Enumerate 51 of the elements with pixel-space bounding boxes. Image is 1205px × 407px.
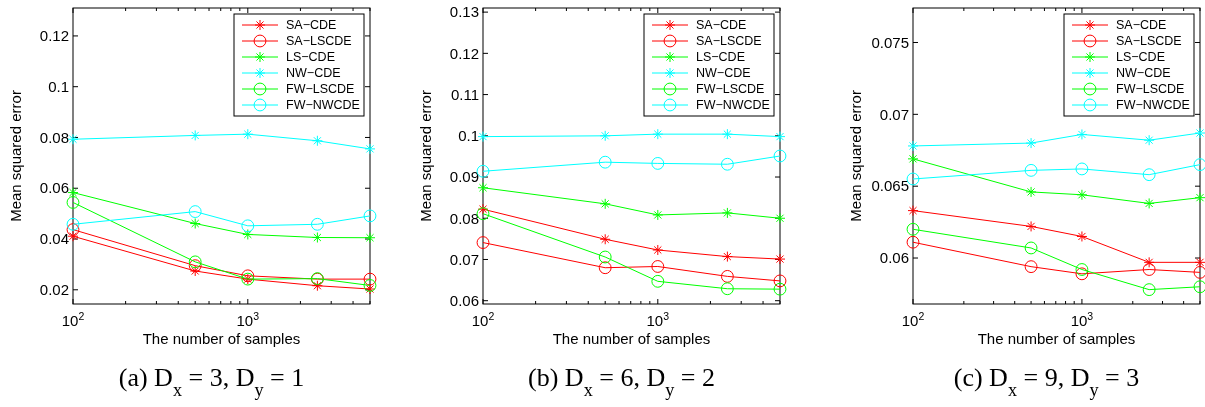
- y-tick-label: 0.12: [449, 44, 479, 62]
- y-tick-label: 0.11: [450, 85, 479, 103]
- y-tick-label: 0.04: [39, 230, 69, 248]
- y-axis-title: Mean squared error: [7, 90, 24, 222]
- legend-label: LS−CDE: [286, 50, 335, 65]
- text: (a) D$_{x}$ = 3, D$_{y}$ = 1: [118, 363, 305, 400]
- x-tick-label: 10$^{3}$: [1070, 310, 1094, 329]
- legend-label: SA−LSCDE: [696, 34, 762, 49]
- y-tick-label: 0.1: [48, 77, 69, 95]
- y-tick-label: 0.07: [879, 105, 909, 123]
- legend-label: SA−LSCDE: [286, 34, 352, 49]
- legend-label: FW−NWCDE: [696, 98, 770, 113]
- x-axis-title: The number of samples: [977, 330, 1136, 347]
- y-tick-label: 0.08: [39, 128, 69, 146]
- x-tick-label: 10$^{2}$: [901, 310, 925, 329]
- text: (c) D$_{x}$ = 9, D$_{y}$ = 3: [953, 363, 1140, 400]
- y-tick-label: 0.08: [449, 209, 479, 227]
- x-axis-title: The number of samples: [142, 330, 301, 347]
- y-axis-title: Mean squared error: [847, 90, 864, 222]
- legend-label: FW−LSCDE: [1116, 82, 1185, 97]
- y-tick-label: 0.075: [871, 33, 909, 51]
- x-tick-label: 10$^{3}$: [236, 310, 260, 329]
- legend-label: FW−LSCDE: [696, 82, 765, 97]
- text: (b) D$_{x}$ = 6, D$_{y}$ = 2: [528, 363, 715, 400]
- legend-label: NW−CDE: [286, 66, 341, 81]
- y-tick-label: 0.02: [39, 281, 69, 299]
- y-tick-label: 0.13: [449, 3, 479, 21]
- legend-label: FW−LSCDE: [286, 82, 355, 97]
- legend-label: NW−CDE: [696, 66, 751, 81]
- legend-label: SA−CDE: [696, 18, 747, 33]
- legend-label: FW−NWCDE: [286, 98, 360, 113]
- x-tick-label: 10$^{3}$: [646, 310, 670, 329]
- legend-label: SA−LSCDE: [1116, 34, 1182, 49]
- y-tick-label: 0.07: [449, 250, 479, 268]
- x-axis-title: The number of samples: [552, 330, 711, 347]
- y-tick-label: 0.06: [449, 291, 479, 309]
- y-tick-label: 0.06: [879, 249, 909, 267]
- legend-label: SA−CDE: [286, 18, 337, 33]
- y-tick-label: 0.12: [39, 27, 69, 45]
- legend-label: SA−CDE: [1116, 18, 1167, 33]
- x-tick-label: 10$^{2}$: [61, 310, 85, 329]
- y-axis-title: Mean squared error: [417, 90, 434, 222]
- y-tick-label: 0.065: [871, 177, 909, 195]
- y-tick-label: 0.06: [39, 179, 69, 197]
- legend-label: NW−CDE: [1116, 66, 1171, 81]
- y-tick-label: 0.09: [449, 168, 479, 186]
- x-tick-label: 10$^{2}$: [471, 310, 495, 329]
- legend-label: FW−NWCDE: [1116, 98, 1190, 113]
- legend-label: LS−CDE: [696, 50, 745, 65]
- y-tick-label: 0.1: [458, 127, 479, 145]
- legend-label: LS−CDE: [1116, 50, 1165, 65]
